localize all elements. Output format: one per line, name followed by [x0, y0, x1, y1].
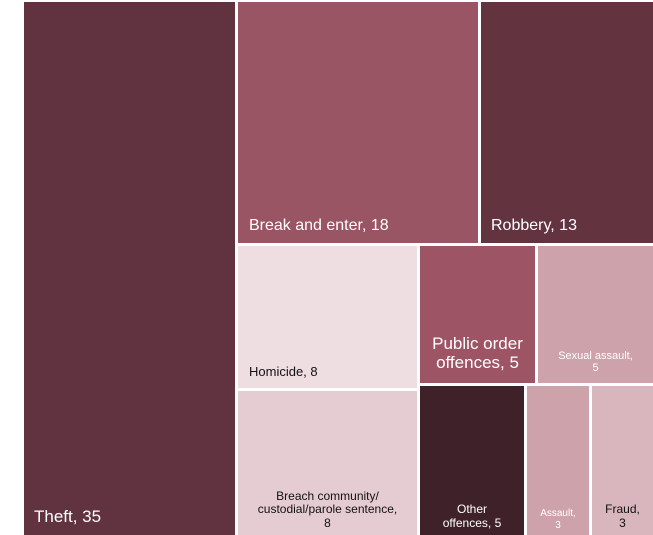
- tile-breach-sentence: Breach community/ custodial/parole sente…: [238, 391, 417, 535]
- tile-fraud: Fraud, 3: [592, 386, 653, 535]
- tile-homicide: Homicide, 8: [238, 246, 417, 388]
- tile-label-theft: Theft, 35: [34, 507, 102, 527]
- tile-label-robbery: Robbery, 13: [491, 216, 577, 234]
- tile-assault: Assault, 3: [527, 386, 589, 535]
- tile-label-homicide: Homicide, 8: [249, 364, 318, 380]
- tile-label-breach-sentence: Breach community/ custodial/parole sente…: [257, 488, 398, 531]
- tile-label-other-offences: Other offences, 5: [442, 502, 502, 531]
- tile-break-and-enter: Break and enter, 18: [238, 2, 478, 243]
- tile-public-order-offences: Public order offences, 5: [420, 246, 535, 383]
- tile-label-fraud: Fraud, 3: [605, 502, 640, 531]
- tile-label-sexual-assault: Sexual assault, 5: [558, 349, 633, 375]
- tile-robbery: Robbery, 13: [481, 2, 653, 243]
- tile-label-break-and-enter: Break and enter, 18: [249, 216, 389, 234]
- tile-other-offences: Other offences, 5: [420, 386, 524, 535]
- tile-sexual-assault: Sexual assault, 5: [538, 246, 653, 383]
- tile-label-assault: Assault, 3: [540, 508, 576, 531]
- tile-theft: Theft, 35: [24, 2, 235, 535]
- tile-label-public-order-offences: Public order offences, 5: [432, 333, 523, 373]
